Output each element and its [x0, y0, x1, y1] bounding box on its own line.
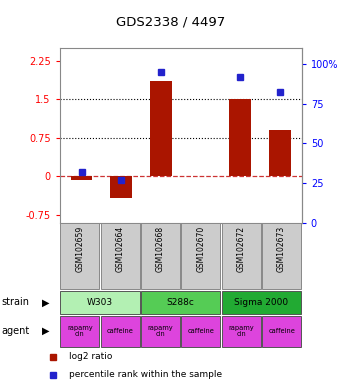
- Text: strain: strain: [2, 297, 30, 308]
- FancyBboxPatch shape: [262, 223, 301, 289]
- Text: Sigma 2000: Sigma 2000: [234, 298, 288, 307]
- FancyBboxPatch shape: [60, 223, 99, 289]
- FancyBboxPatch shape: [181, 316, 220, 346]
- FancyBboxPatch shape: [141, 316, 180, 346]
- FancyBboxPatch shape: [60, 316, 99, 346]
- FancyBboxPatch shape: [141, 291, 220, 314]
- Text: caffeine: caffeine: [107, 328, 134, 334]
- Text: GSM102664: GSM102664: [116, 225, 125, 271]
- Text: caffeine: caffeine: [268, 328, 295, 334]
- Text: ▶: ▶: [42, 326, 50, 336]
- Text: percentile rank within the sample: percentile rank within the sample: [69, 371, 222, 379]
- Text: GSM102672: GSM102672: [237, 225, 246, 271]
- Bar: [71, 177, 92, 180]
- FancyBboxPatch shape: [60, 291, 140, 314]
- FancyBboxPatch shape: [141, 223, 180, 289]
- Text: GSM102668: GSM102668: [156, 225, 165, 271]
- Bar: [150, 81, 172, 177]
- Text: GSM102670: GSM102670: [196, 225, 205, 271]
- FancyBboxPatch shape: [101, 223, 140, 289]
- FancyBboxPatch shape: [222, 291, 301, 314]
- Text: rapamy
cin: rapamy cin: [148, 325, 173, 338]
- FancyBboxPatch shape: [222, 223, 261, 289]
- Text: GDS2338 / 4497: GDS2338 / 4497: [116, 16, 225, 29]
- FancyBboxPatch shape: [222, 316, 261, 346]
- Text: caffeine: caffeine: [188, 328, 214, 334]
- Text: GSM102673: GSM102673: [277, 225, 286, 271]
- Text: rapamy
cin: rapamy cin: [228, 325, 254, 338]
- Text: GSM102659: GSM102659: [75, 225, 84, 271]
- Text: agent: agent: [2, 326, 30, 336]
- Bar: [269, 130, 291, 177]
- Text: ▶: ▶: [42, 297, 50, 308]
- FancyBboxPatch shape: [101, 316, 140, 346]
- Bar: [229, 99, 251, 177]
- Text: W303: W303: [87, 298, 113, 307]
- Text: S288c: S288c: [167, 298, 195, 307]
- FancyBboxPatch shape: [181, 223, 220, 289]
- FancyBboxPatch shape: [262, 316, 301, 346]
- Text: rapamy
cin: rapamy cin: [67, 325, 93, 338]
- Bar: [110, 177, 132, 198]
- Text: log2 ratio: log2 ratio: [69, 352, 112, 361]
